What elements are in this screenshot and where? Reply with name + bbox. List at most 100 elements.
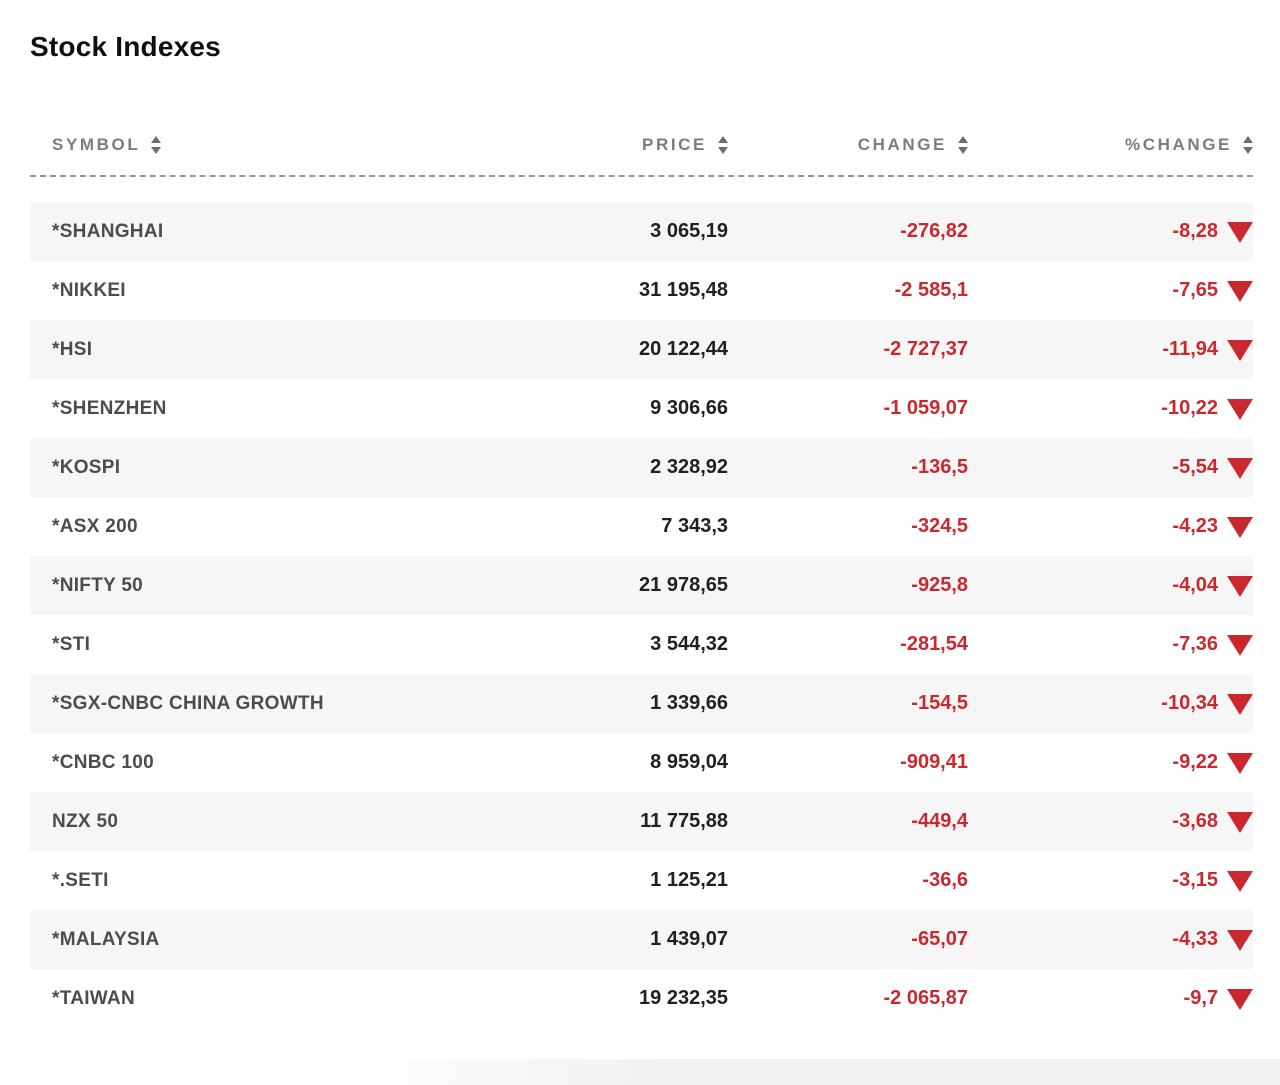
symbol-cell: *STI (52, 633, 91, 655)
down-triangle-icon (1227, 989, 1253, 1010)
down-triangle-icon (1227, 635, 1253, 656)
pct-change-value: -8,28 (1172, 220, 1218, 242)
down-triangle-icon (1227, 871, 1253, 892)
pct-change-value: -7,36 (1172, 633, 1218, 655)
down-triangle-icon (1227, 576, 1253, 597)
symbol-cell: *.SETI (52, 869, 109, 891)
column-header-price[interactable]: PRICE (460, 135, 728, 155)
table-row[interactable]: NZX 50 11 775,88 -449,4 -3,68 (30, 792, 1253, 851)
pct-change-cell: -11,94 (968, 338, 1253, 361)
price-cell: 21 978,65 (639, 574, 728, 596)
pct-change-value: -10,22 (1161, 397, 1218, 419)
pct-change-cell: -3,68 (968, 810, 1253, 833)
down-triangle-icon (1227, 694, 1253, 715)
price-cell: 3 544,32 (650, 633, 728, 655)
table-row[interactable]: *NIFTY 50 21 978,65 -925,8 -4,04 (30, 556, 1253, 615)
table-row[interactable]: *.SETI 1 125,21 -36,6 -3,15 (30, 851, 1253, 910)
page-title: Stock Indexes (30, 31, 221, 62)
pct-change-cell: -3,15 (968, 869, 1253, 892)
down-triangle-icon (1227, 458, 1253, 479)
column-header-pct-change[interactable]: %CHANGE (968, 135, 1253, 155)
symbol-cell: *SHENZHEN (52, 397, 167, 419)
pct-change-value: -10,34 (1161, 692, 1218, 714)
price-cell: 8 959,04 (650, 751, 728, 773)
price-cell: 11 775,88 (640, 810, 728, 832)
pct-change-value: -9,22 (1172, 751, 1218, 773)
change-cell: -276,82 (900, 220, 968, 242)
pct-change-value: -3,68 (1172, 810, 1218, 832)
column-header-change[interactable]: CHANGE (728, 135, 968, 155)
pct-change-cell: -8,28 (968, 220, 1253, 243)
column-header-pct-change-label: %CHANGE (1125, 135, 1232, 154)
symbol-cell: *SHANGHAI (52, 220, 164, 242)
pct-change-cell: -5,54 (968, 456, 1253, 479)
down-triangle-icon (1227, 753, 1253, 774)
price-cell: 3 065,19 (650, 220, 728, 242)
pct-change-cell: -4,23 (968, 515, 1253, 538)
symbol-cell: *SGX-CNBC CHINA GROWTH (52, 692, 324, 714)
pct-change-value: -9,7 (1183, 987, 1218, 1009)
sort-icon (1243, 136, 1253, 154)
pct-change-cell: -4,04 (968, 574, 1253, 597)
price-cell: 20 122,44 (639, 338, 728, 360)
symbol-cell: *TAIWAN (52, 987, 136, 1009)
change-cell: -324,5 (911, 515, 968, 537)
change-cell: -909,41 (900, 751, 968, 773)
change-cell: -2 585,1 (894, 279, 968, 301)
pct-change-cell: -10,22 (968, 397, 1253, 420)
symbol-cell: *ASX 200 (52, 515, 138, 537)
table-row[interactable]: *NIKKEI 31 195,48 -2 585,1 -7,65 (30, 261, 1253, 320)
symbol-cell: *HSI (52, 338, 93, 360)
change-cell: -449,4 (911, 810, 968, 832)
table-row[interactable]: *SHENZHEN 9 306,66 -1 059,07 -10,22 (30, 379, 1253, 438)
down-triangle-icon (1227, 930, 1253, 951)
table-row[interactable]: *CNBC 100 8 959,04 -909,41 -9,22 (30, 733, 1253, 792)
pct-change-cell: -7,36 (968, 633, 1253, 656)
pct-change-value: -7,65 (1172, 279, 1218, 301)
change-cell: -65,07 (911, 928, 968, 950)
change-cell: -925,8 (911, 574, 968, 596)
column-header-symbol-label: SYMBOL (52, 135, 141, 154)
change-cell: -136,5 (911, 456, 968, 478)
change-cell: -1 059,07 (883, 397, 968, 419)
table-row[interactable]: *KOSPI 2 328,92 -136,5 -5,54 (30, 438, 1253, 497)
change-cell: -154,5 (911, 692, 968, 714)
pct-change-cell: -9,7 (968, 987, 1253, 1010)
table-row[interactable]: *SGX-CNBC CHINA GROWTH 1 339,66 -154,5 -… (30, 674, 1253, 733)
down-triangle-icon (1227, 340, 1253, 361)
pct-change-cell: -9,22 (968, 751, 1253, 774)
column-header-symbol[interactable]: SYMBOL (30, 135, 460, 155)
change-cell: -281,54 (900, 633, 968, 655)
price-cell: 31 195,48 (639, 279, 728, 301)
symbol-cell: *NIKKEI (52, 279, 126, 301)
pct-change-value: -4,23 (1172, 515, 1218, 537)
pct-change-cell: -10,34 (968, 692, 1253, 715)
table-row[interactable]: *SHANGHAI 3 065,19 -276,82 -8,28 (30, 202, 1253, 261)
sort-icon (958, 136, 968, 154)
table-row[interactable]: *HSI 20 122,44 -2 727,37 -11,94 (30, 320, 1253, 379)
price-cell: 7 343,3 (661, 515, 728, 537)
column-header-price-label: PRICE (642, 135, 707, 154)
stock-indexes-table: SYMBOL PRICE CHANGE %CHANGE *SHANGHAI 3 … (30, 135, 1253, 1028)
table-row[interactable]: *MALAYSIA 1 439,07 -65,07 -4,33 (30, 910, 1253, 969)
pct-change-value: -3,15 (1172, 869, 1218, 891)
pct-change-value: -11,94 (1162, 338, 1218, 360)
table-row[interactable]: *TAIWAN 19 232,35 -2 065,87 -9,7 (30, 969, 1253, 1028)
table-row[interactable]: *ASX 200 7 343,3 -324,5 -4,23 (30, 497, 1253, 556)
down-triangle-icon (1227, 281, 1253, 302)
symbol-cell: *NIFTY 50 (52, 574, 144, 596)
symbol-cell: *KOSPI (52, 456, 121, 478)
pct-change-value: -4,04 (1172, 574, 1218, 596)
price-cell: 9 306,66 (650, 397, 728, 419)
bottom-edge-wash (0, 1059, 1280, 1085)
sort-icon (718, 136, 728, 154)
table-row[interactable]: *STI 3 544,32 -281,54 -7,36 (30, 615, 1253, 674)
price-cell: 1 125,21 (650, 869, 728, 891)
change-cell: -2 065,87 (883, 987, 968, 1009)
price-cell: 19 232,35 (639, 987, 728, 1009)
table-body: *SHANGHAI 3 065,19 -276,82 -8,28 *NIKKEI… (30, 202, 1253, 1028)
sort-icon (151, 136, 162, 154)
symbol-cell: NZX 50 (52, 810, 119, 832)
price-cell: 1 439,07 (650, 928, 728, 950)
pct-change-cell: -7,65 (968, 279, 1253, 302)
